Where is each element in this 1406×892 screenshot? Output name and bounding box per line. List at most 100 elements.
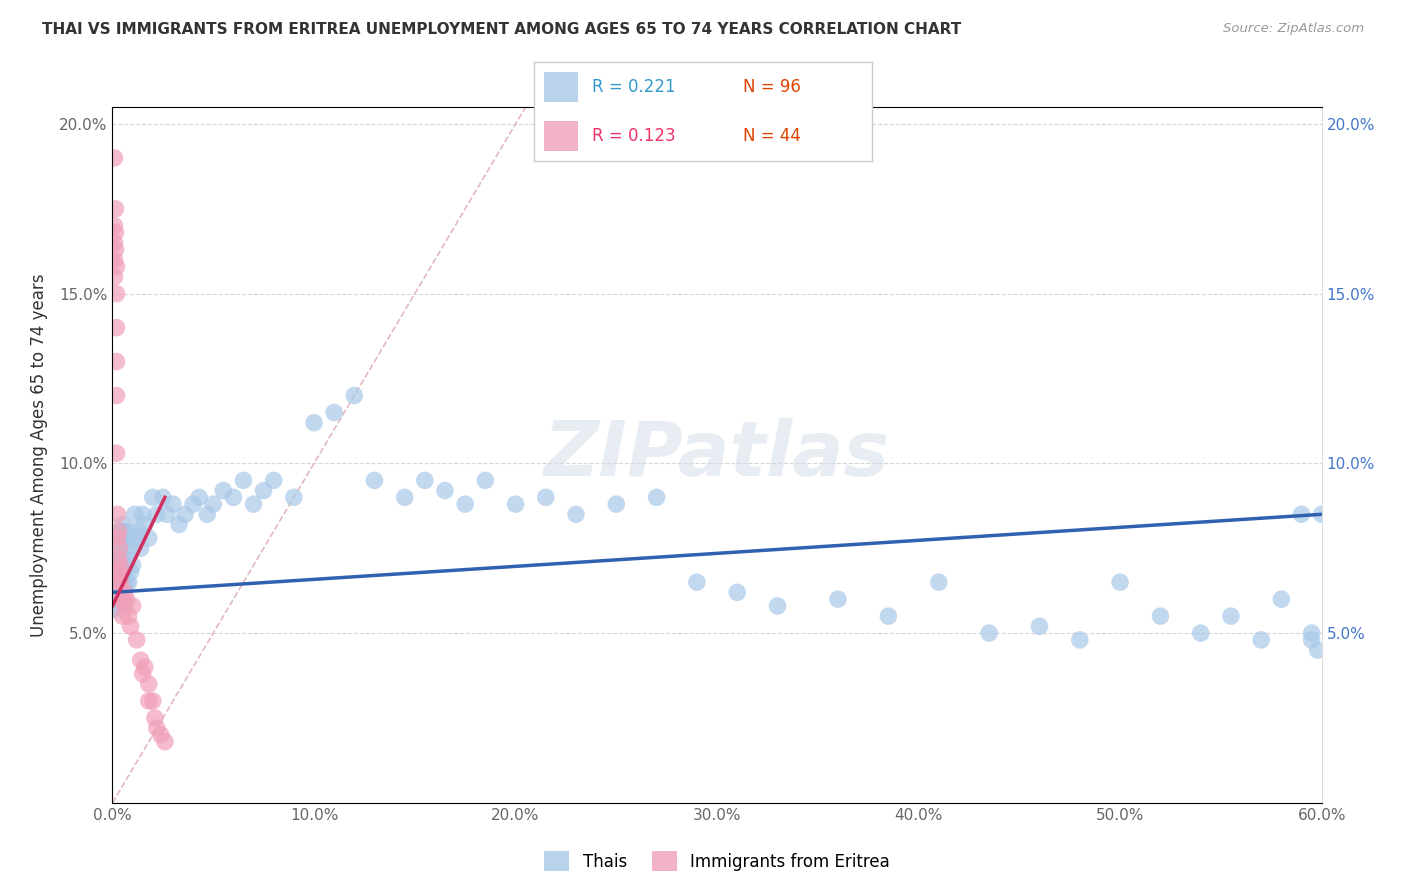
Thais — [188, 491, 211, 505]
Thais — [117, 531, 139, 545]
Immigrants from Eritrea — [108, 541, 131, 556]
Thais — [1220, 609, 1243, 624]
Thais — [1250, 632, 1272, 647]
Thais — [117, 575, 139, 590]
Thais — [323, 405, 346, 419]
Thais — [725, 585, 748, 599]
Thais — [413, 474, 436, 488]
Thais — [877, 609, 900, 624]
Immigrants from Eritrea — [107, 575, 129, 590]
Thais — [105, 599, 128, 613]
Thais — [111, 558, 134, 573]
Thais — [686, 575, 709, 590]
Thais — [283, 491, 305, 505]
Immigrants from Eritrea — [129, 653, 152, 667]
Thais — [212, 483, 235, 498]
Thais — [827, 592, 849, 607]
Immigrants from Eritrea — [105, 320, 128, 334]
Thais — [103, 568, 125, 582]
Immigrants from Eritrea — [138, 694, 160, 708]
Thais — [114, 524, 136, 539]
Immigrants from Eritrea — [103, 219, 125, 233]
Thais — [162, 497, 184, 511]
Thais — [605, 497, 627, 511]
Thais — [107, 541, 129, 556]
Y-axis label: Unemployment Among Ages 65 to 74 years: Unemployment Among Ages 65 to 74 years — [30, 273, 48, 637]
Immigrants from Eritrea — [103, 269, 125, 284]
Immigrants from Eritrea — [103, 235, 125, 250]
Thais — [263, 474, 285, 488]
Thais — [105, 551, 128, 566]
Thais — [1301, 626, 1323, 640]
Thais — [111, 517, 134, 532]
Thais — [565, 508, 588, 522]
Thais — [103, 582, 125, 596]
Thais — [107, 565, 129, 579]
Thais — [105, 565, 128, 579]
Thais — [115, 558, 138, 573]
Immigrants from Eritrea — [103, 151, 125, 165]
Immigrants from Eritrea — [107, 531, 129, 545]
Thais — [105, 585, 128, 599]
Immigrants from Eritrea — [120, 619, 142, 633]
Thais — [232, 474, 254, 488]
Immigrants from Eritrea — [115, 592, 138, 607]
Thais — [146, 508, 169, 522]
Thais — [142, 491, 165, 505]
Immigrants from Eritrea — [107, 524, 129, 539]
Thais — [167, 517, 190, 532]
Text: ZIPatlas: ZIPatlas — [544, 418, 890, 491]
Thais — [433, 483, 456, 498]
Immigrants from Eritrea — [111, 592, 134, 607]
Immigrants from Eritrea — [134, 660, 156, 674]
Thais — [534, 491, 557, 505]
Thais — [394, 491, 416, 505]
Thais — [107, 531, 129, 545]
Thais — [114, 541, 136, 556]
Immigrants from Eritrea — [105, 446, 128, 460]
Text: N = 96: N = 96 — [744, 78, 801, 96]
Immigrants from Eritrea — [114, 599, 136, 613]
Immigrants from Eritrea — [111, 609, 134, 624]
Immigrants from Eritrea — [110, 558, 132, 573]
Thais — [115, 575, 138, 590]
Thais — [111, 531, 134, 545]
Immigrants from Eritrea — [125, 632, 148, 647]
Immigrants from Eritrea — [103, 252, 125, 267]
Thais — [202, 497, 225, 511]
Thais — [110, 551, 132, 566]
Thais — [174, 508, 197, 522]
Thais — [121, 541, 143, 556]
Immigrants from Eritrea — [107, 551, 129, 566]
Immigrants from Eritrea — [153, 735, 176, 749]
Legend: Thais, Immigrants from Eritrea: Thais, Immigrants from Eritrea — [537, 845, 897, 878]
Immigrants from Eritrea — [105, 260, 128, 274]
Immigrants from Eritrea — [105, 286, 128, 301]
Thais — [977, 626, 1000, 640]
Immigrants from Eritrea — [146, 721, 169, 735]
Thais — [103, 602, 125, 616]
Thais — [107, 551, 129, 566]
Text: R = 0.123: R = 0.123 — [592, 127, 675, 145]
Thais — [115, 551, 138, 566]
Immigrants from Eritrea — [105, 354, 128, 368]
Thais — [111, 575, 134, 590]
Thais — [107, 575, 129, 590]
Thais — [343, 388, 366, 402]
Thais — [1301, 632, 1323, 647]
Thais — [474, 474, 496, 488]
Immigrants from Eritrea — [105, 388, 128, 402]
Immigrants from Eritrea — [107, 565, 129, 579]
Thais — [242, 497, 264, 511]
Thais — [120, 524, 142, 539]
Thais — [1149, 609, 1171, 624]
Immigrants from Eritrea — [117, 609, 139, 624]
Thais — [134, 517, 156, 532]
Thais — [105, 548, 128, 562]
Immigrants from Eritrea — [143, 711, 166, 725]
Immigrants from Eritrea — [104, 202, 127, 216]
Thais — [363, 474, 385, 488]
Immigrants from Eritrea — [108, 565, 131, 579]
Thais — [195, 508, 218, 522]
Thais — [1270, 592, 1292, 607]
